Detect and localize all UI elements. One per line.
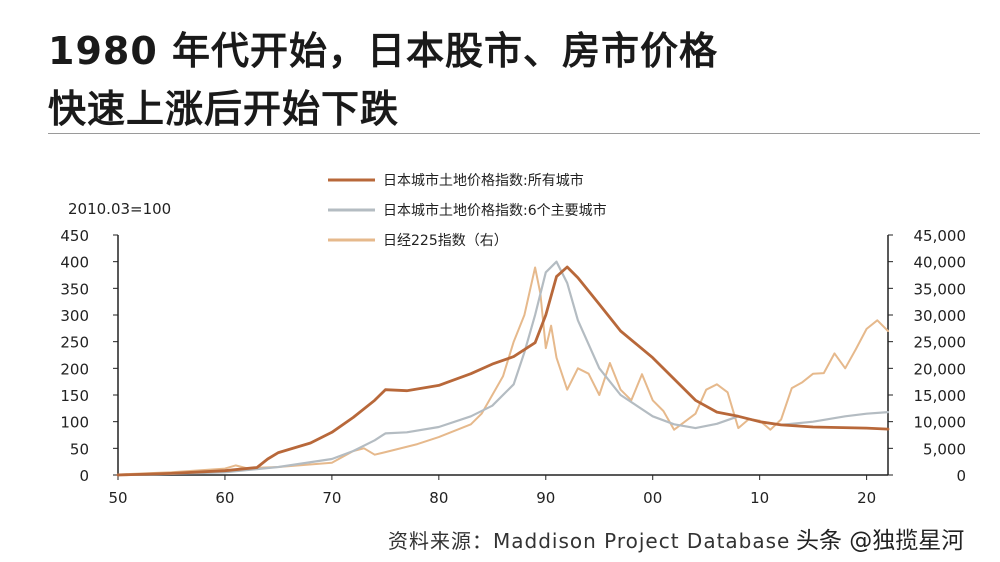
x-tick-label: 10	[750, 489, 769, 507]
y-left-tick-label: 350	[60, 280, 89, 298]
y-right-tick-label: 5,000	[923, 440, 966, 458]
base-note: 2010.03=100	[68, 200, 171, 218]
legend-label: 日本城市土地价格指数:6个主要城市	[383, 202, 607, 219]
y-left-tick-label: 100	[60, 414, 89, 432]
y-right-tick-label: 25,000	[914, 334, 967, 352]
legend-label: 日本城市土地价格指数:所有城市	[383, 172, 584, 189]
y-right-tick-label: 45,000	[914, 227, 967, 245]
y-right-tick-label: 30,000	[914, 307, 967, 325]
chart-title-line-2: 快速上涨后开始下跌	[48, 87, 400, 131]
y-right-tick-label: 15,000	[914, 387, 967, 405]
y-right-tick-label: 0	[956, 467, 966, 485]
x-tick-label: 60	[215, 489, 234, 507]
y-right-tick-label: 20,000	[914, 360, 967, 378]
y-left-tick-label: 400	[60, 254, 89, 272]
y-right-tick-label: 35,000	[914, 280, 967, 298]
y-left-tick-label: 200	[60, 360, 89, 378]
series-line-six-cities	[116, 260, 890, 477]
x-tick-label: 90	[536, 489, 555, 507]
chart-title-line-1: 1980 年代开始，日本股市、房市价格	[48, 29, 718, 73]
x-tick-label: 80	[429, 489, 448, 507]
y-left-tick-label: 450	[60, 227, 89, 245]
series-line-all-cities	[116, 265, 890, 477]
legend-label: 日经225指数（右）	[383, 233, 508, 249]
x-tick-label: 20	[857, 489, 876, 507]
y-left-tick-label: 50	[70, 440, 89, 458]
series-line-nikkei	[117, 266, 889, 476]
x-tick-label: 70	[322, 489, 341, 507]
y-left-tick-label: 250	[60, 334, 89, 352]
title-divider	[48, 133, 980, 134]
x-tick-label: 00	[643, 489, 662, 507]
y-left-tick-label: 150	[60, 387, 89, 405]
y-right-tick-label: 10,000	[914, 414, 967, 432]
source-note: 资料来源：Maddison Project Database	[388, 529, 791, 553]
y-left-tick-label: 0	[79, 467, 89, 485]
watermark: 头条 @独揽星河	[792, 521, 969, 555]
y-left-tick-label: 300	[60, 307, 89, 325]
y-right-tick-label: 40,000	[914, 254, 967, 272]
x-tick-label: 50	[108, 489, 127, 507]
